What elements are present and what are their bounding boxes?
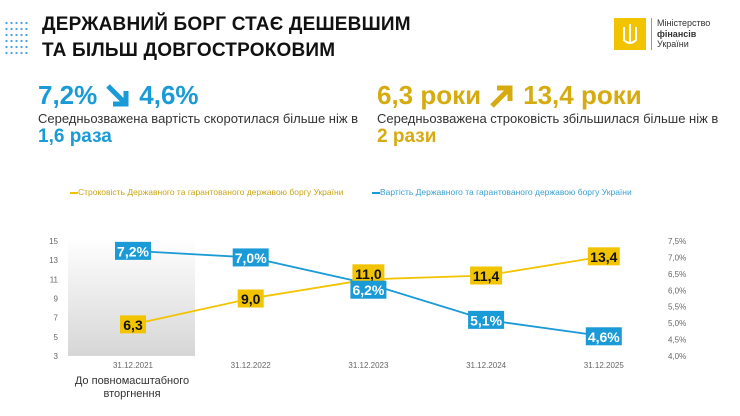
data-label: 7,0% <box>235 250 267 266</box>
term-text: Середньозважена строковість збільшилася … <box>377 111 719 126</box>
kpi-cost: 7,2% 4,6% Середньозважена вартість скоро… <box>38 80 358 148</box>
y-right-tick: 5,5% <box>668 303 686 312</box>
y-right-tick: 4,0% <box>668 352 686 361</box>
legend-cost-label: Вартість Державного та гарантованого дер… <box>380 187 632 197</box>
y-right-tick: 6,0% <box>668 286 686 295</box>
y-right-tick: 6,5% <box>668 270 686 279</box>
data-label-bg <box>120 315 146 334</box>
y-left-tick: 15 <box>49 237 58 246</box>
title-line-2: ТА БІЛЬШ ДОВГОСТРОКОВИМ <box>42 40 336 61</box>
legend-term-label: Строковість Державного та гарантованого … <box>78 187 344 197</box>
y-left-tick: 7 <box>54 314 59 323</box>
ministry-logo: Міністерство фінансів України <box>614 18 710 50</box>
kpi-term: 6,3 роки 13,4 роки Середньозважена строк… <box>377 80 718 148</box>
y-right-tick: 5,0% <box>668 319 686 328</box>
y-left-tick: 3 <box>54 352 59 361</box>
cost-from: 7,2% <box>38 80 98 110</box>
decorative-dots <box>4 20 28 56</box>
x-tick: 31.12.2021 <box>113 361 154 370</box>
data-label: 11,4 <box>473 268 500 284</box>
data-label: 7,2% <box>117 243 149 259</box>
data-label-bg <box>468 310 505 329</box>
trident-icon <box>614 18 646 50</box>
data-label-bg <box>350 280 387 299</box>
x-tick: 31.12.2025 <box>584 361 625 370</box>
y-left-tick: 11 <box>50 275 59 284</box>
pre-invasion-note: До повномасштабного вторгнення <box>74 375 190 400</box>
data-label-bg <box>232 248 269 267</box>
data-label-bg <box>352 264 385 283</box>
y-right-tick: 4,5% <box>668 336 686 345</box>
y-right-tick: 7,5% <box>668 237 686 246</box>
cost-factor: 1,6 раза <box>38 126 112 147</box>
data-label-bg <box>587 247 620 266</box>
term-from: 6,3 роки <box>377 80 482 110</box>
data-label: 9,0 <box>241 291 261 307</box>
x-tick: 31.12.2023 <box>348 361 389 370</box>
page-title: ДЕРЖАВНИЙ БОРГ СТАЄ ДЕШЕВШИМ ТА БІЛЬШ ДО… <box>42 12 411 64</box>
term-factor: 2 рази <box>377 126 437 147</box>
data-label: 4,6% <box>588 329 620 345</box>
data-label-bg <box>585 327 622 346</box>
logo-line2: фінансів <box>657 28 697 39</box>
data-label-bg <box>470 266 503 285</box>
term-to: 13,4 роки <box>523 80 642 110</box>
logo-line3: України <box>657 39 689 50</box>
legend-cost: Вартість Державного та гарантованого дер… <box>372 187 632 197</box>
legend-term: Строковість Державного та гарантованого … <box>70 187 343 197</box>
data-label-bg <box>115 241 151 260</box>
y-left-tick: 5 <box>54 333 59 342</box>
data-label: 6,3 <box>123 317 143 333</box>
arrow-up-right-icon <box>490 85 513 108</box>
y-right-tick: 7,0% <box>668 253 686 262</box>
cost-to: 4,6% <box>139 80 199 110</box>
data-label: 11,0 <box>355 266 382 282</box>
y-left-tick: 9 <box>54 295 59 304</box>
arrow-down-right-icon <box>106 83 129 106</box>
data-label: 13,4 <box>590 249 617 265</box>
data-label: 5,1% <box>470 312 502 328</box>
x-tick: 31.12.2022 <box>231 361 272 370</box>
data-label: 6,2% <box>352 282 384 298</box>
cost-text: Середньозважена вартість скоротилася біл… <box>38 111 359 126</box>
x-tick: 31.12.2024 <box>466 361 507 370</box>
y-left-tick: 13 <box>49 256 58 265</box>
title-line-1: ДЕРЖАВНИЙ БОРГ СТАЄ ДЕШЕВШИМ <box>42 14 411 35</box>
logo-line1: Міністерство <box>657 18 711 29</box>
data-label-bg <box>237 289 264 308</box>
